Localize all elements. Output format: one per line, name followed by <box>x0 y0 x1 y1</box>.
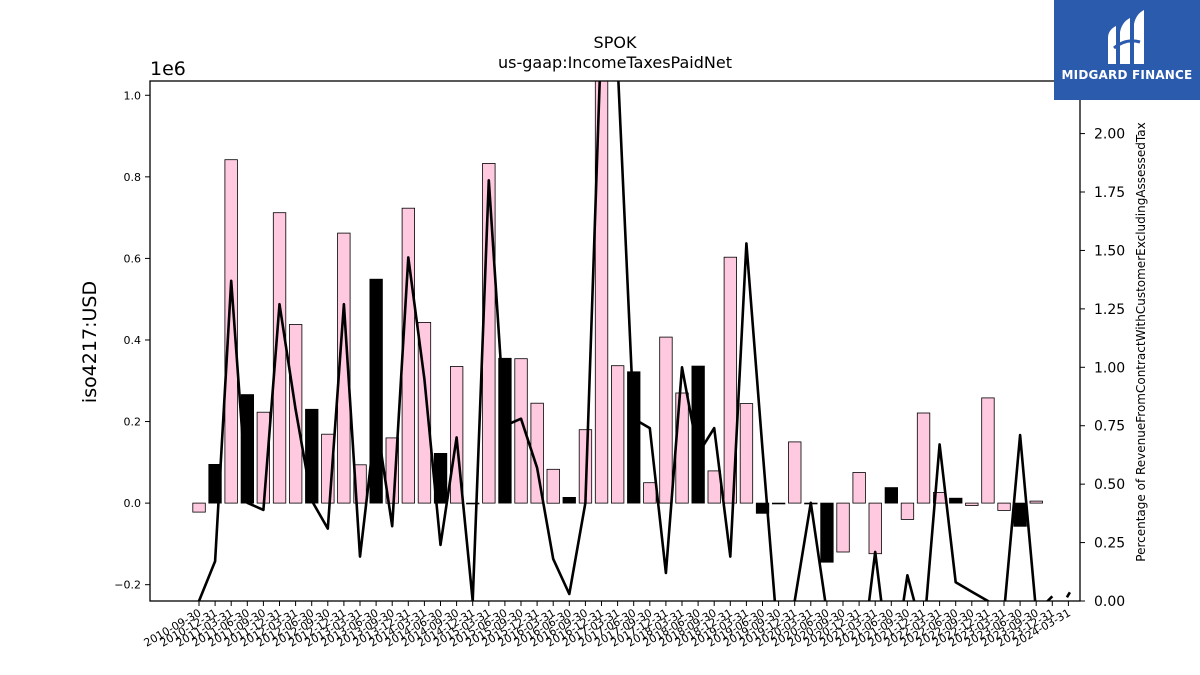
bar-2017-06-30 <box>627 371 641 504</box>
bar-2013-12-31 <box>401 207 416 504</box>
line-tail-point <box>1065 591 1072 598</box>
y-tick-label: 0.4 <box>124 334 142 347</box>
bar-2023-09-30 <box>1029 500 1043 504</box>
y-tick-label: 1.0 <box>124 89 142 102</box>
y2-tick-label: 0.75 <box>1094 419 1125 435</box>
bar-2017-12-31 <box>659 336 673 504</box>
bar-2015-09-30 <box>514 358 528 504</box>
y2-axis-ticks: 0.00 0.25 0.50 0.75 1.00 1.25 1.50 1.75 2.00 <box>1080 127 1125 610</box>
y2-tick-label: 1.50 <box>1094 243 1125 259</box>
bar-2015-06-30 <box>498 357 512 504</box>
bar-2021-06-30 <box>884 487 898 504</box>
bar-2016-06-30 <box>562 496 576 504</box>
bar-2018-06-30 <box>691 365 705 504</box>
bar-2022-12-31 <box>981 397 995 504</box>
bar-2014-03-31 <box>417 321 432 504</box>
bar-2010-09-30 <box>192 502 206 513</box>
y2-tick-label: 1.25 <box>1094 302 1125 318</box>
bar-2022-06-30 <box>949 497 963 504</box>
bar-2014-12-31 <box>466 502 480 505</box>
bar-2023-06-30 <box>1013 502 1027 527</box>
brand-name: MIDGARD FINANCE <box>1061 68 1193 82</box>
bar-2020-06-30 <box>820 502 834 563</box>
y2-tick-label: 1.00 <box>1094 360 1125 376</box>
y-tick-label: 0.0 <box>124 497 142 510</box>
bar-2021-09-30 <box>900 502 915 520</box>
y-axis-ticks: −0.2 0.0 0.2 0.4 0.6 0.8 1.0 <box>114 89 150 592</box>
y2-axis-label: Percentage of RevenueFromContractWithCus… <box>1134 122 1148 561</box>
y-tick-label: 0.8 <box>124 171 142 184</box>
y2-tick-label: 0.50 <box>1094 477 1125 493</box>
y-tick-label: 0.2 <box>124 416 142 429</box>
bar-2021-12-31 <box>916 412 931 504</box>
bar-2012-12-31 <box>337 232 351 504</box>
bar-2015-12-31 <box>530 402 544 504</box>
bar-2017-03-31 <box>611 365 625 504</box>
brand-logo: MIDGARD FINANCE <box>1054 0 1200 100</box>
y-tick-label: 0.6 <box>124 252 142 265</box>
bar-2022-09-30 <box>965 502 979 506</box>
bar-series <box>192 80 1043 563</box>
bar-2020-12-31 <box>852 472 866 504</box>
bar-2016-03-31 <box>546 468 560 504</box>
chart-title: SPOK <box>594 33 637 52</box>
midgard-logo-icon <box>1108 10 1144 64</box>
y-axis-label: iso4217:USD <box>79 281 101 403</box>
bar-2021-03-31 <box>868 502 882 555</box>
y2-tick-label: 0.00 <box>1094 594 1125 610</box>
bar-2019-09-30 <box>772 502 786 505</box>
bar-2017-09-30 <box>643 482 657 504</box>
bar-2013-06-30 <box>369 278 383 504</box>
bar-2011-12-31 <box>272 212 287 504</box>
bar-2019-12-31 <box>788 441 802 504</box>
bar-2023-03-31 <box>997 502 1011 511</box>
line-series-group <box>197 81 1072 601</box>
x-axis-ticks: 2010-09-302010-12-312011-03-312011-06-30… <box>142 601 1073 650</box>
bar-2018-09-30 <box>707 470 721 504</box>
y2-tick-label: 2.00 <box>1094 127 1125 143</box>
bar-2011-03-31 <box>224 159 238 504</box>
bar-2012-06-30 <box>305 408 319 504</box>
y-tick-label: −0.2 <box>114 579 141 592</box>
y2-tick-label: 1.75 <box>1094 185 1125 201</box>
bar-2019-06-30 <box>755 502 770 514</box>
y2-tick-label: 0.25 <box>1094 536 1125 552</box>
chart-subtitle: us-gaap:IncomeTaxesPaidNet <box>498 53 732 72</box>
plot-frame <box>149 80 1081 602</box>
bar-2015-03-31 <box>482 162 496 504</box>
bar-2018-12-31 <box>723 256 737 504</box>
bar-2020-09-30 <box>836 502 850 553</box>
line-series <box>197 81 1054 601</box>
bar-2019-03-31 <box>739 403 754 504</box>
y-offset-label: 1e6 <box>150 58 186 80</box>
